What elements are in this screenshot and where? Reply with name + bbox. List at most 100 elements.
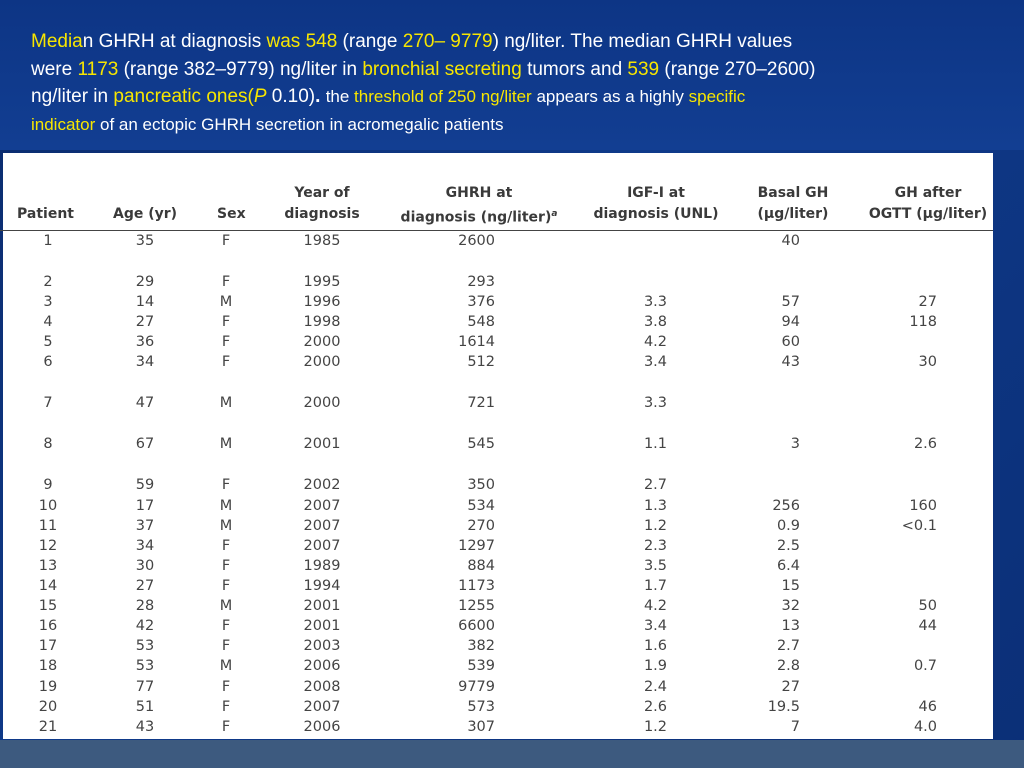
caption-text: (range: [337, 31, 403, 52]
table-cell-ghrh: 1297: [458, 538, 495, 554]
table-cell-age: 35: [135, 233, 155, 249]
table-cell-year: 1985: [303, 233, 341, 249]
table-cell-ghrh: 2600: [458, 233, 495, 249]
table-cell-sex: M: [219, 518, 233, 534]
table-cell-age: 51: [135, 699, 155, 715]
table-cell-ghrh: 539: [467, 658, 495, 674]
table-cell-igf: 1.7: [643, 578, 667, 594]
table-cell-sex: M: [219, 598, 233, 614]
table-cell-year: 1994: [303, 578, 341, 594]
table-cell-age: 34: [135, 538, 155, 554]
table-cell-sex: F: [221, 354, 231, 370]
table-cell-igf: 3.8: [643, 314, 667, 330]
table-cell-igf: 3.3: [643, 294, 667, 310]
table-cell-age: 53: [135, 658, 155, 674]
table-cell-year: 2006: [303, 658, 341, 674]
table-cell-after: 4.0: [913, 719, 937, 735]
caption-text: ) ng/liter. The median GHRH values: [492, 31, 793, 52]
caption-highlight: Media: [31, 31, 83, 52]
caption-text: ng/liter in: [31, 86, 114, 107]
col-header-igf: IGF-I at diagnosis (UNL): [588, 183, 724, 225]
col-header-age: Age (yr): [113, 206, 178, 222]
caption-text: the: [325, 87, 355, 106]
table-cell-sex: F: [221, 477, 231, 493]
table-cell-basal: 3: [790, 436, 800, 452]
table-cell-age: 59: [135, 477, 155, 493]
table-cell-ghrh: 1255: [458, 598, 495, 614]
table-cell-patient: 4: [43, 314, 53, 330]
table-cell-year: 2007: [303, 518, 341, 534]
table-cell-year: 2001: [303, 598, 341, 614]
table-cell-patient: 2: [43, 274, 53, 290]
table-cell-ghrh: 376: [467, 294, 495, 310]
table-cell-patient: 8: [43, 436, 53, 452]
table-cell-age: 37: [135, 518, 155, 534]
table-cell-age: 34: [135, 354, 155, 370]
col-header-igf-line1: IGF-I at: [627, 185, 685, 201]
table-cell-patient: 16: [38, 618, 58, 634]
table-cell-basal: 40: [781, 233, 800, 249]
table-cell-igf: 1.2: [643, 719, 667, 735]
table-cell-basal: 2.5: [776, 538, 800, 554]
table-cell-after: 50: [918, 598, 937, 614]
table-cell-igf: 1.3: [643, 498, 667, 514]
col-header-gh-after: GH after OGTT (μg/liter): [862, 183, 994, 225]
table-cell-year: 2000: [303, 334, 341, 350]
table-cell-igf: 2.4: [643, 679, 667, 695]
caption-text: of an ectopic GHRH secretion in acromega…: [95, 114, 504, 134]
table-cell-ghrh: 548: [467, 314, 495, 330]
table-cell-after: 2.6: [913, 436, 937, 452]
table-cell-igf: 3.4: [643, 618, 667, 634]
col-header-ghrh-line1: GHRH at: [445, 185, 513, 201]
table-cell-ghrh: 382: [467, 638, 495, 654]
col-header-ghrh-text: diagnosis (ng/liter): [400, 209, 552, 226]
col-header-igf-line2: diagnosis (UNL): [593, 206, 719, 222]
table-cell-year: 2001: [303, 618, 341, 634]
caption-text: (range 382–9779) ng/liter in: [118, 58, 363, 80]
col-header-patient: Patient: [17, 206, 74, 222]
table-cell-sex: F: [221, 274, 231, 290]
table-cell-ghrh: 350: [467, 477, 495, 493]
table-cell-after: 27: [918, 294, 937, 310]
footer-band: [0, 740, 1024, 768]
table-cell-year: 2006: [303, 719, 341, 735]
table-cell-ghrh: 884: [467, 558, 495, 574]
table-cell-patient: 17: [38, 638, 58, 654]
caption-highlight: P: [253, 86, 267, 107]
caption-text: (range 270–2600): [659, 58, 816, 80]
table-cell-basal: 60: [781, 334, 800, 350]
table-cell-patient: 1: [43, 233, 53, 249]
table-cell-patient: 19: [38, 679, 58, 695]
table-cell-ghrh: 545: [467, 436, 495, 452]
table-cell-after: 44: [918, 618, 937, 634]
caption-text: tumors and: [521, 58, 628, 80]
caption-highlight: specific: [688, 87, 746, 106]
data-table: [3, 153, 993, 739]
table-cell-patient: 13: [38, 558, 58, 574]
table-cell-igf: 3.4: [643, 354, 667, 370]
table-cell-basal: 57: [781, 294, 800, 310]
table-cell-patient: 21: [38, 719, 58, 735]
table-cell-patient: 10: [38, 498, 58, 514]
table-cell-patient: 15: [38, 598, 58, 614]
col-header-ghrh: GHRH at diagnosis (ng/liter)a: [393, 183, 565, 229]
table-cell-igf: 2.3: [643, 538, 667, 554]
col-header-after-line1: GH after: [894, 185, 962, 201]
table-cell-sex: F: [221, 334, 231, 350]
table-cell-year: 2003: [303, 638, 341, 654]
caption-highlight: indicator: [31, 114, 96, 134]
table-cell-after: 46: [918, 699, 937, 715]
table-cell-sex: F: [221, 719, 231, 735]
table-cell-sex: M: [219, 498, 233, 514]
table-cell-year: 2007: [303, 699, 341, 715]
table-cell-basal: 32: [781, 598, 800, 614]
table-cell-after: <0.1: [901, 518, 937, 534]
table-cell-age: 28: [135, 598, 155, 614]
table-cell-year: 2002: [303, 477, 341, 493]
table-cell-patient: 6: [43, 354, 53, 370]
table-cell-igf: 4.2: [643, 598, 667, 614]
table-cell-year: 2008: [303, 679, 341, 695]
col-header-sex: Sex: [217, 206, 246, 222]
table-cell-sex: F: [221, 233, 231, 249]
table-cell-ghrh: 534: [467, 498, 495, 514]
